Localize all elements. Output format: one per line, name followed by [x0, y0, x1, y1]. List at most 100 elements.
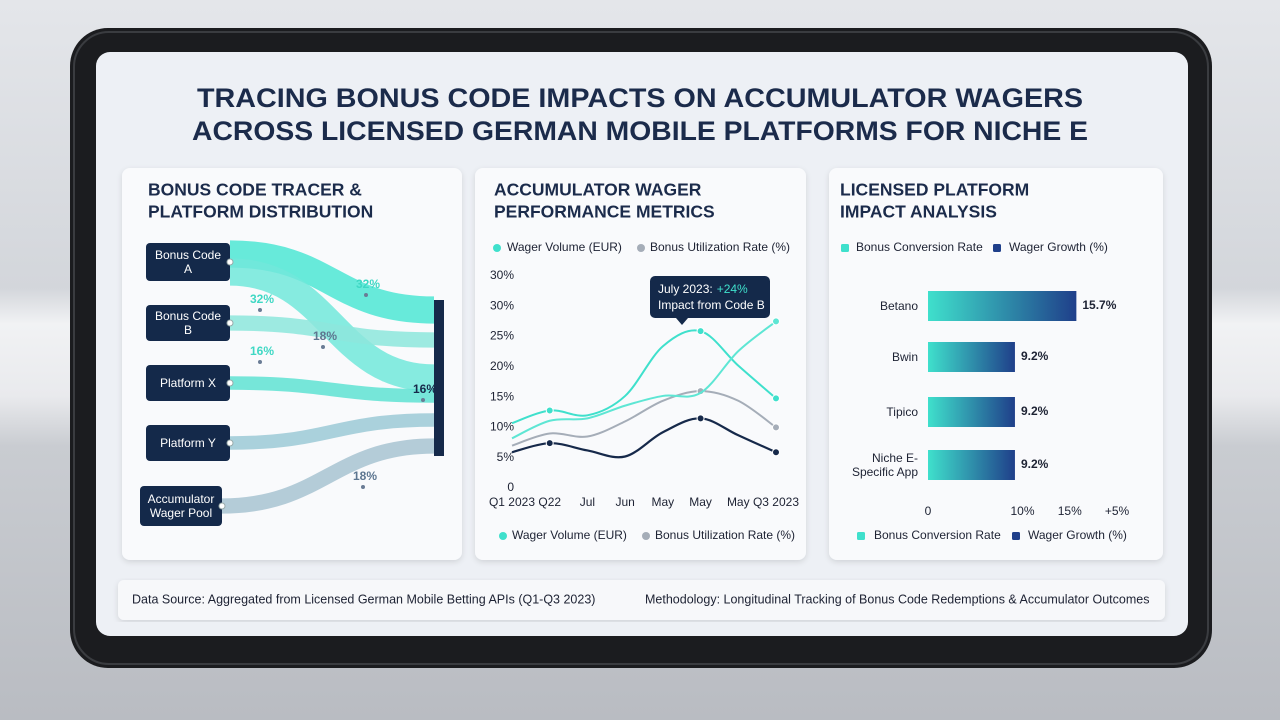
sankey-target	[434, 300, 444, 456]
legend-swatch	[841, 244, 849, 252]
y-tick-label-box: Niche E-Specific App	[852, 451, 918, 479]
annotation-text: July 2023:	[658, 282, 713, 296]
line-point	[696, 414, 705, 423]
line-point	[772, 394, 780, 403]
sankey-node	[146, 305, 230, 341]
sankey-link-label: 32%	[250, 292, 274, 306]
bar	[928, 291, 1077, 321]
x-tick-label: May	[652, 495, 675, 509]
y-tick-label: 15%	[490, 389, 514, 403]
bar-value-label: 9.2%	[1021, 404, 1049, 418]
sankey-node	[140, 486, 222, 526]
sankey-link-dot	[258, 360, 262, 364]
x-tick-label: 0	[925, 504, 932, 518]
bar-value-label: 15.7%	[1082, 298, 1116, 312]
legend-label: Bonus Utilization Rate (%)	[655, 528, 795, 542]
sankey-link	[229, 240, 435, 324]
y-tick-label: Bwin	[891, 349, 918, 364]
legend-label: Wager Volume (EUR)	[507, 240, 622, 254]
y-tick-label: Tipico	[886, 404, 918, 419]
page-title: TRACING BONUS CODE IMPACTS ON ACCUMULATO…	[197, 83, 1083, 113]
bar	[928, 450, 1015, 480]
panel-title: LICENSED PLATFORM	[840, 180, 1029, 200]
annotation: July 2023: +24%	[658, 282, 748, 296]
sankey-link-label: 16%	[413, 382, 437, 396]
bar	[928, 342, 1015, 372]
sankey-node-port	[226, 319, 234, 327]
line-series	[511, 390, 777, 447]
sankey-node-port	[226, 258, 234, 266]
sankey-node	[146, 243, 230, 281]
y-tick-label: 20%	[490, 359, 514, 373]
x-tick-label: Q3 2023	[753, 495, 799, 509]
sankey-link-dot	[321, 345, 325, 349]
sankey-node	[146, 365, 230, 401]
legend-label: Bonus Conversion Rate	[874, 528, 1001, 542]
panel-title: BONUS CODE TRACER &	[148, 180, 362, 200]
sankey-node-label-box: Accumulator Wager Pool	[147, 491, 215, 520]
sankey-node	[146, 425, 230, 461]
panel-title: PERFORMANCE METRICS	[494, 202, 715, 222]
y-tick-label-box: Tipico	[886, 404, 918, 419]
legend-swatch	[493, 244, 501, 252]
bar	[928, 397, 1015, 427]
y-tick-label: 5%	[497, 450, 515, 464]
footer-source: Data Source: Aggregated from Licensed Ge…	[132, 592, 595, 606]
line-point	[772, 317, 780, 326]
tablet-bezel-edge	[73, 31, 1209, 665]
line-point	[545, 439, 554, 448]
line-point	[772, 448, 780, 457]
x-tick-label: Q22	[538, 495, 561, 509]
sankey-node-label: Accumulator Wager Pool	[147, 491, 215, 520]
bar-value-label: 9.2%	[1021, 349, 1049, 363]
x-tick-label: Jun	[615, 495, 634, 509]
annotation-highlight: +24%	[717, 282, 748, 296]
sankey-node-label-box: Bonus Code A	[154, 247, 222, 276]
sankey-link-dot	[361, 485, 365, 489]
sankey-link	[229, 315, 435, 348]
sankey-link	[221, 438, 435, 514]
legend-label: Bonus Conversion Rate	[856, 240, 983, 254]
sankey-link-label: 18%	[353, 469, 377, 483]
sankey-link-label: 32%	[356, 277, 380, 291]
sankey-node-label: Bonus Code A	[154, 247, 222, 276]
y-tick-label: 30%	[490, 298, 514, 312]
x-tick-label: Q1 2023	[489, 495, 535, 509]
y-tick-label: 25%	[490, 329, 514, 343]
legend-swatch	[637, 244, 645, 252]
line-point	[696, 327, 705, 336]
footer-bar	[118, 580, 1165, 620]
legend-swatch	[1012, 532, 1020, 540]
sankey-link-label: 16%	[250, 344, 274, 358]
sankey-node-port	[226, 379, 234, 387]
sankey-node-port	[218, 502, 226, 510]
legend-label: Wager Volume (EUR)	[512, 528, 627, 542]
line-point	[772, 423, 780, 432]
x-tick-label: 10%	[1010, 504, 1034, 518]
legend-swatch	[499, 532, 507, 540]
sankey-link-dot	[364, 293, 368, 297]
y-tick-label: 10%	[490, 420, 514, 434]
sankey-node-label: Platform Y	[160, 435, 216, 450]
sankey-link-dot	[421, 398, 425, 402]
legend-swatch	[993, 244, 1001, 252]
sankey-link	[229, 413, 435, 450]
sankey-link-dot	[258, 308, 262, 312]
legend-label: Bonus Utilization Rate (%)	[650, 240, 790, 254]
sankey-node-label: Platform X	[159, 375, 216, 390]
legend-label: Wager Growth (%)	[1009, 240, 1108, 254]
x-tick-label: 15%	[1058, 504, 1082, 518]
footer-methodology: Methodology: Longitudinal Tracking of Bo…	[645, 592, 1149, 606]
x-tick-label: May	[689, 495, 712, 509]
sankey-link	[229, 376, 435, 403]
line-point	[545, 406, 554, 415]
y-tick-label: 0	[507, 480, 514, 494]
panel-title: IMPACT ANALYSIS	[840, 202, 997, 222]
sankey-node-label: Bonus Code B	[154, 308, 222, 337]
annotation-text: Impact from Code B	[658, 298, 765, 312]
sankey-link-label: 18%	[313, 329, 337, 343]
y-tick-label-box: Bwin	[891, 349, 918, 364]
bar-value-label: 9.2%	[1021, 457, 1049, 471]
panel-title: ACCUMULATOR WAGER	[494, 180, 702, 200]
